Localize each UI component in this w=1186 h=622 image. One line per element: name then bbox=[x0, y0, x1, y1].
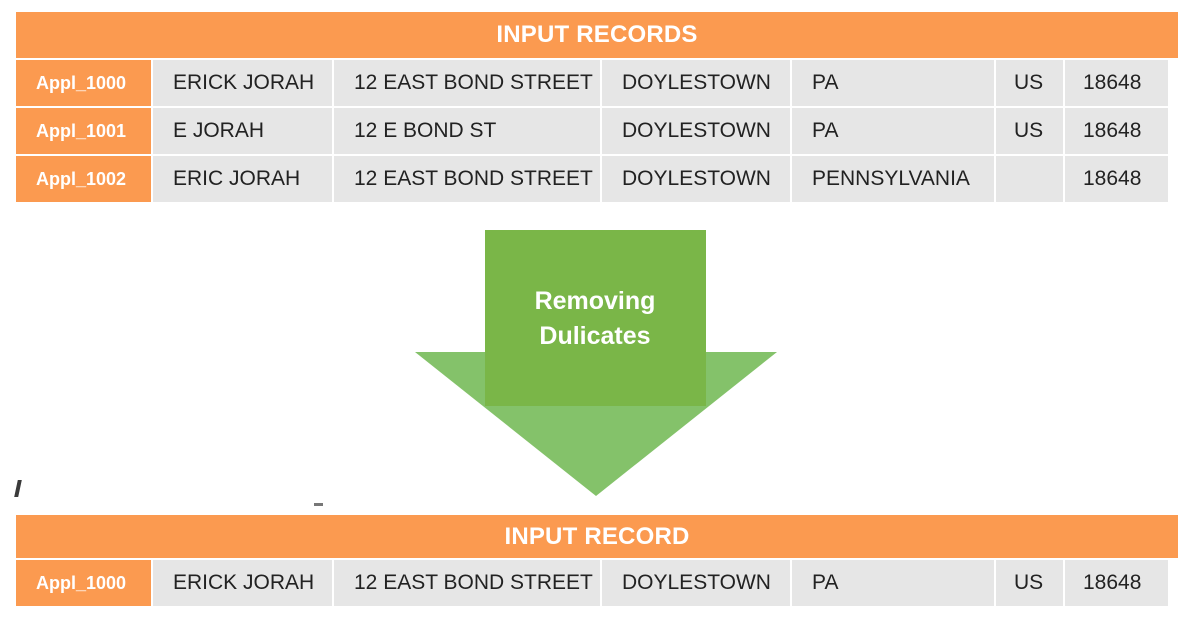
arrow-label-line-1: Removing bbox=[534, 287, 656, 315]
arrow-shaft bbox=[485, 230, 706, 406]
name-cell: ERICK JORAH bbox=[153, 560, 332, 606]
stray-mark bbox=[314, 503, 323, 506]
record-id-cell: Appl_1001 bbox=[16, 108, 151, 154]
record-id-cell: Appl_1000 bbox=[16, 560, 151, 606]
name-cell: ERIC JORAH bbox=[153, 156, 332, 202]
zip-cell: 18648 bbox=[1065, 60, 1168, 106]
record-id-cell: Appl_1000 bbox=[16, 60, 151, 106]
state-cell: PA bbox=[792, 560, 994, 606]
country-cell: US bbox=[996, 560, 1063, 606]
input-records-header: INPUT RECORDS bbox=[16, 12, 1178, 58]
country-cell: US bbox=[996, 108, 1063, 154]
street-cell: 12 EAST BOND STREET bbox=[334, 156, 600, 202]
street-cell: 12 EAST BOND STREET bbox=[334, 60, 600, 106]
table-row: Appl_1002 ERIC JORAH 12 EAST BOND STREET… bbox=[16, 156, 1178, 202]
city-cell: DOYLESTOWN bbox=[602, 108, 790, 154]
arrow-label-line-2: Dulicates bbox=[539, 322, 651, 350]
street-cell: 12 EAST BOND STREET bbox=[334, 560, 600, 606]
zip-cell: 18648 bbox=[1065, 108, 1168, 154]
name-cell: E JORAH bbox=[153, 108, 332, 154]
country-cell: US bbox=[996, 60, 1063, 106]
table-row: Appl_1001 E JORAH 12 E BOND ST DOYLESTOW… bbox=[16, 108, 1178, 154]
table-row: Appl_1000 ERICK JORAH 12 EAST BOND STREE… bbox=[16, 60, 1178, 106]
down-arrow-icon bbox=[415, 230, 777, 496]
state-cell: PA bbox=[792, 108, 994, 154]
city-cell: DOYLESTOWN bbox=[602, 60, 790, 106]
input-records-table: INPUT RECORDS Appl_1000 ERICK JORAH 12 E… bbox=[16, 12, 1178, 202]
city-cell: DOYLESTOWN bbox=[602, 560, 790, 606]
zip-cell: 18648 bbox=[1065, 560, 1168, 606]
name-cell: ERICK JORAH bbox=[153, 60, 332, 106]
record-id-cell: Appl_1002 bbox=[16, 156, 151, 202]
output-record-header: INPUT RECORD bbox=[16, 515, 1178, 558]
table-row: Appl_1000 ERICK JORAH 12 EAST BOND STREE… bbox=[16, 560, 1178, 606]
state-cell: PENNSYLVANIA bbox=[792, 156, 994, 202]
city-cell: DOYLESTOWN bbox=[602, 156, 790, 202]
zip-cell: 18648 bbox=[1065, 156, 1168, 202]
arrow-label: Removing Dulicates bbox=[485, 284, 705, 354]
output-record-table: INPUT RECORD Appl_1000 ERICK JORAH 12 EA… bbox=[16, 515, 1178, 606]
street-cell: 12 E BOND ST bbox=[334, 108, 600, 154]
country-cell bbox=[996, 156, 1063, 202]
state-cell: PA bbox=[792, 60, 994, 106]
stray-mark bbox=[14, 480, 22, 497]
